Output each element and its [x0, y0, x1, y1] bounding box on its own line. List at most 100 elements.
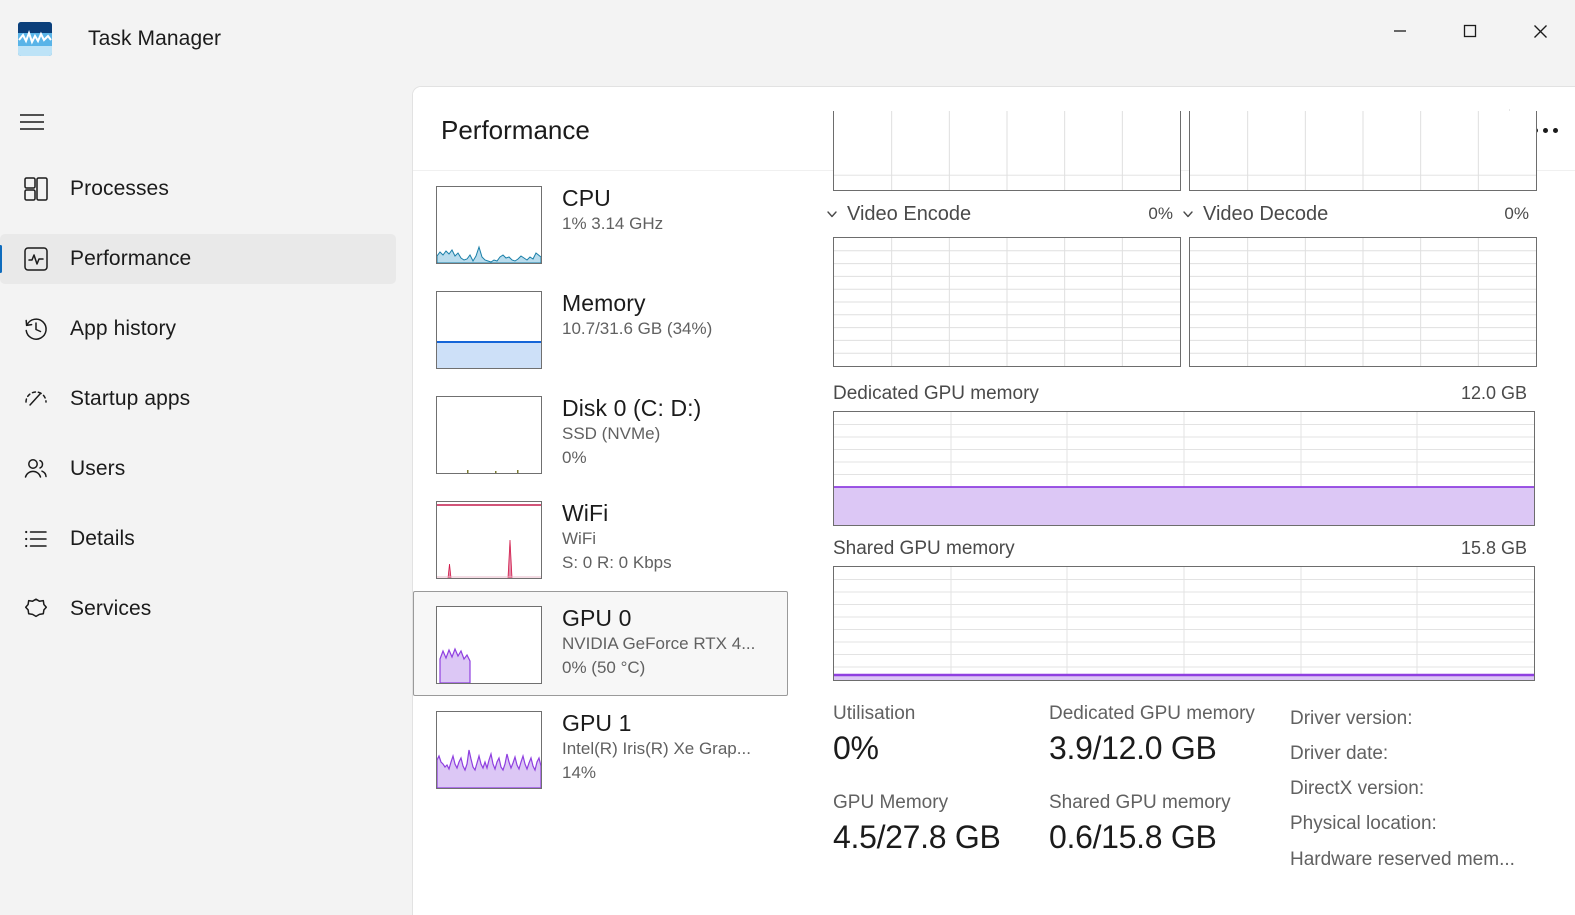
device-info: WiFi WiFi S: 0 R: 0 Kbps — [562, 499, 672, 575]
engine-headers: Video Encode 0% Video Decode 0% — [813, 199, 1575, 233]
shared-gpu-memory-header: Shared GPU memory 15.8 GB — [825, 538, 1535, 566]
close-button[interactable] — [1505, 0, 1575, 62]
dedicated-gpu-memory-section: Dedicated GPU memory 12.0 GB — [825, 383, 1535, 526]
device-info: Disk 0 (C: D:) SSD (NVMe) 0% — [562, 394, 701, 470]
device-info: GPU 0 NVIDIA GeForce RTX 4... 0% (50 °C) — [562, 604, 755, 680]
dedicated-gpu-memory-graph — [833, 411, 1535, 526]
device-item-gpu-0[interactable]: GPU 0 NVIDIA GeForce RTX 4... 0% (50 °C) — [413, 591, 788, 696]
device-name: CPU — [562, 185, 611, 211]
stat-label: GPU Memory — [833, 791, 949, 813]
page-title: Performance — [441, 115, 590, 145]
hamburger-icon[interactable] — [8, 100, 56, 144]
shared-gpu-memory-max: 15.8 GB — [1460, 538, 1527, 558]
scrolled-graphs-top — [813, 111, 1575, 196]
device-name: GPU 0 — [562, 605, 632, 631]
hardware-reserved-memory-label: Hardware reserved mem... — [1290, 848, 1515, 870]
chevron-down-icon — [825, 207, 839, 221]
sidebar: Processes Performance — [0, 82, 412, 915]
device-list: CPU 1% 3.14 GHz Memory 10.7/31.6 GB (34%… — [413, 171, 788, 915]
device-line1: 10.7/31.6 GB (34%) — [562, 319, 713, 339]
shared-gpu-memory-label: Shared GPU memory — [833, 538, 1015, 559]
directx-version-label: DirectX version: — [1290, 778, 1425, 800]
video-encode-header[interactable]: Video Encode 0% — [825, 199, 1173, 229]
engine-graph-cut-right — [1189, 111, 1537, 191]
processes-icon — [14, 176, 58, 202]
title-bar: Task Manager — [0, 0, 1575, 82]
video-encode-label: Video Encode — [847, 202, 972, 225]
device-line2: S: 0 R: 0 Kbps — [562, 553, 672, 573]
device-line2: 0% (50 °C) — [562, 658, 646, 678]
video-decode-graph — [1189, 237, 1537, 367]
shared-gpu-memory-section: Shared GPU memory 15.8 GB — [825, 538, 1535, 681]
device-info: Memory 10.7/31.6 GB (34%) — [562, 289, 712, 341]
wifi-mini-graph — [436, 501, 542, 579]
sidebar-item-label: Processes — [70, 177, 169, 200]
stat-label: Utilisation — [833, 703, 916, 724]
stats-column-1: Utilisation 0% GPU Memory 4.5/27.8 GB — [833, 701, 1049, 878]
device-name: Memory — [562, 290, 646, 316]
stat-value: 0.6/15.8 GB — [1049, 818, 1217, 855]
startup-apps-icon — [14, 386, 58, 412]
memory-mini-graph — [436, 291, 542, 369]
device-name: GPU 1 — [562, 710, 632, 736]
sidebar-item-app-history[interactable]: App history — [0, 304, 396, 354]
stat-gpu-memory: GPU Memory 4.5/27.8 GB — [833, 790, 1049, 859]
engine-graphs — [813, 237, 1575, 367]
disk-mini-graph — [436, 396, 542, 474]
sidebar-item-details[interactable]: Details — [0, 514, 396, 564]
video-encode-value: 0% — [1148, 204, 1173, 223]
gpu0-mini-graph — [436, 606, 542, 684]
sidebar-item-label: Startup apps — [70, 387, 191, 410]
cpu-mini-graph — [436, 186, 542, 264]
dedicated-gpu-memory-header: Dedicated GPU memory 12.0 GB — [825, 383, 1535, 411]
services-icon — [14, 596, 58, 622]
device-info: CPU 1% 3.14 GHz — [562, 184, 663, 236]
window-controls — [1365, 0, 1575, 62]
stats-column-2: Dedicated GPU memory 3.9/12.0 GB Shared … — [1049, 701, 1289, 878]
device-line1: WiFi — [562, 529, 596, 549]
device-line1: Intel(R) Iris(R) Xe Grap... — [562, 739, 751, 759]
video-encode-graph — [833, 237, 1181, 367]
dedicated-gpu-memory-label: Dedicated GPU memory — [833, 383, 1039, 404]
sidebar-item-label: Services — [70, 597, 152, 620]
device-item-disk-0[interactable]: Disk 0 (C: D:) SSD (NVMe) 0% — [413, 381, 788, 486]
device-item-cpu[interactable]: CPU 1% 3.14 GHz — [413, 171, 788, 276]
sidebar-item-startup-apps[interactable]: Startup apps — [0, 374, 396, 424]
device-info: GPU 1 Intel(R) Iris(R) Xe Grap... 14% — [562, 709, 751, 785]
video-decode-header[interactable]: Video Decode 0% — [1181, 199, 1529, 229]
dedicated-gpu-memory-max: 12.0 GB — [1460, 383, 1527, 403]
sidebar-item-label: App history — [70, 317, 177, 340]
task-manager-icon — [18, 22, 52, 56]
window-title: Task Manager — [88, 27, 222, 50]
sidebar-item-users[interactable]: Users — [0, 444, 396, 494]
maximize-button[interactable] — [1435, 0, 1505, 62]
stat-value: 3.9/12.0 GB — [1049, 729, 1217, 766]
shared-gpu-memory-graph — [833, 566, 1535, 681]
video-decode-value: 0% — [1504, 204, 1529, 223]
sidebar-item-processes[interactable]: Processes — [0, 164, 396, 214]
sidebar-item-label: Details — [70, 527, 135, 550]
physical-location-label: Physical location: — [1290, 813, 1437, 835]
details-icon — [14, 526, 58, 552]
device-name: Disk 0 (C: D:) — [562, 395, 702, 421]
sidebar-nav: Processes Performance — [0, 164, 404, 654]
device-item-gpu-1[interactable]: GPU 1 Intel(R) Iris(R) Xe Grap... 14% — [413, 696, 788, 801]
stat-value: 4.5/27.8 GB — [833, 818, 1001, 855]
device-item-memory[interactable]: Memory 10.7/31.6 GB (34%) — [413, 276, 788, 381]
device-line1: SSD (NVMe) — [562, 424, 661, 444]
gpu-detail-area: Video Encode 0% Video Decode 0% — [813, 111, 1575, 915]
stat-dedicated-gpu-memory: Dedicated GPU memory 3.9/12.0 GB — [1049, 701, 1289, 770]
engine-graph-cut-left — [833, 111, 1181, 191]
device-line1: NVIDIA GeForce RTX 4... — [562, 634, 756, 654]
device-item-wifi[interactable]: WiFi WiFi S: 0 R: 0 Kbps — [413, 486, 788, 591]
device-line2: 14% — [562, 763, 597, 783]
minimize-button[interactable] — [1365, 0, 1435, 62]
app-history-icon — [14, 316, 58, 342]
main-panel: Performance Run new task — [412, 86, 1575, 915]
driver-date-label: Driver date: — [1290, 743, 1389, 765]
sidebar-item-services[interactable]: Services — [0, 584, 396, 634]
gpu-stats: Utilisation 0% GPU Memory 4.5/27.8 GB De… — [825, 701, 1575, 901]
stat-label: Shared GPU memory — [1049, 791, 1231, 813]
sidebar-item-performance[interactable]: Performance — [0, 234, 396, 284]
